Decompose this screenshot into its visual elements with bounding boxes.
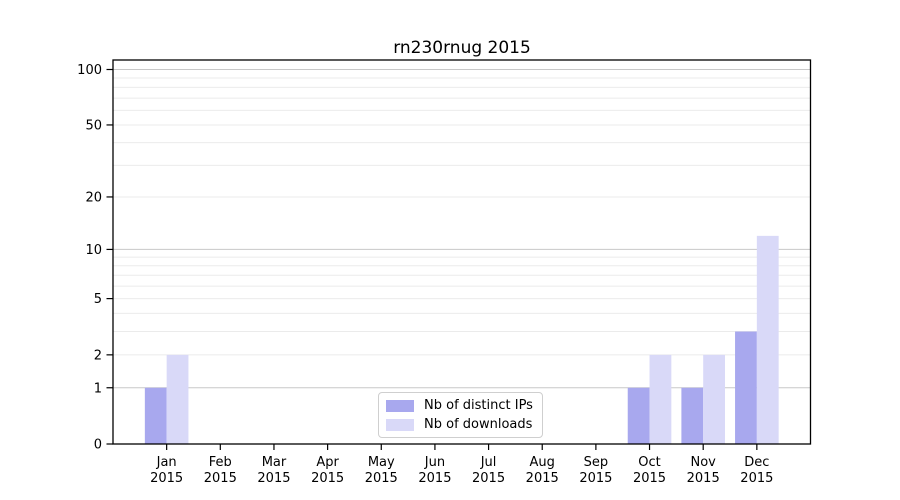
x-tick-label-year: 2015	[687, 471, 720, 486]
x-tick-label-year: 2015	[365, 471, 398, 486]
bar-downloads	[756, 235, 779, 444]
bar-downloads	[703, 354, 725, 444]
x-tick-label-month: Mar	[262, 455, 287, 470]
bar-distinct-ips	[627, 387, 650, 444]
x-tick-label-month: May	[368, 455, 395, 470]
x-tick-label-month: Nov	[691, 455, 717, 470]
x-tick-label-month: Jan	[156, 455, 177, 470]
x-tick-label-year: 2015	[150, 471, 183, 486]
y-tick-label: 1	[94, 381, 102, 396]
y-tick-label: 2	[94, 348, 102, 363]
x-tick-label-year: 2015	[740, 471, 773, 486]
plot-border	[112, 59, 812, 445]
y-tick-label: 5	[94, 292, 102, 307]
x-tick-label-year: 2015	[526, 471, 559, 486]
x-tick-label-month: Apr	[316, 455, 339, 470]
legend-swatch-downloads	[386, 418, 414, 431]
y-tick-label: 20	[85, 190, 102, 205]
bar-downloads	[166, 354, 189, 444]
bar-distinct-ips	[735, 331, 757, 444]
x-tick-label-month: Jul	[480, 455, 497, 470]
x-tick-label-year: 2015	[633, 471, 666, 486]
legend-swatch-distinct-ips	[386, 399, 414, 412]
x-tick-label-year: 2015	[257, 471, 290, 486]
y-tick-label: 10	[85, 243, 102, 258]
x-tick-label-year: 2015	[418, 471, 451, 486]
y-tick-label: 0	[94, 438, 102, 453]
legend: Nb of distinct IPs Nb of downloads	[378, 392, 543, 438]
legend-item-downloads: Nb of downloads	[386, 417, 533, 432]
x-tick-label-month: Aug	[530, 455, 555, 470]
chart-title: rn230rnug 2015	[393, 38, 531, 58]
y-tick-label: 50	[85, 118, 102, 133]
x-tick-label-year: 2015	[204, 471, 237, 486]
x-tick-label-month: Jun	[424, 455, 445, 470]
bar-distinct-ips	[681, 387, 704, 444]
bar-downloads	[649, 354, 672, 444]
bar-distinct-ips	[144, 387, 167, 444]
x-tick-label-year: 2015	[579, 471, 612, 486]
x-tick-label-year: 2015	[311, 471, 344, 486]
x-tick-label-month: Dec	[744, 455, 769, 470]
x-tick-label-month: Oct	[638, 455, 660, 470]
legend-label-downloads: Nb of downloads	[424, 417, 533, 432]
y-tick-label: 100	[77, 63, 102, 78]
legend-label-distinct-ips: Nb of distinct IPs	[424, 398, 533, 413]
x-tick-label-month: Sep	[584, 455, 609, 470]
legend-item-distinct-ips: Nb of distinct IPs	[386, 398, 533, 413]
x-tick-label-month: Feb	[209, 455, 232, 470]
x-tick-label-year: 2015	[472, 471, 505, 486]
